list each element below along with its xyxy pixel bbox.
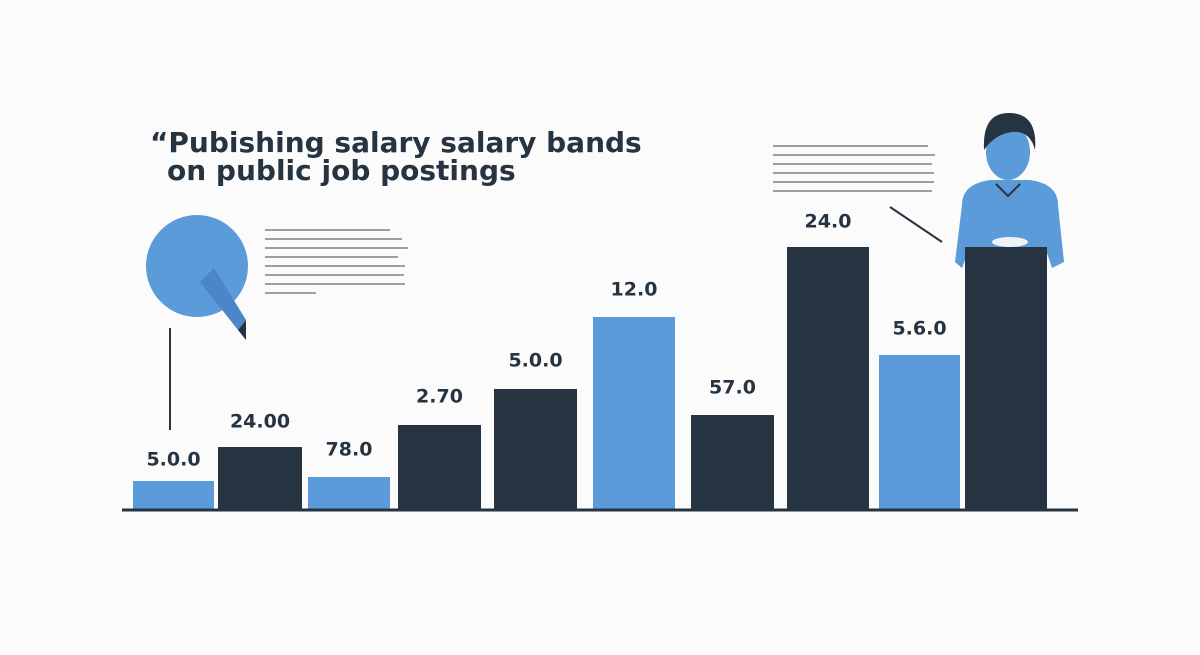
bars: 5.0.0 24.00 78.0 2.70 5.0.0 12.0 57.0 24.0 5.6.0 <box>133 211 1047 510</box>
bar <box>593 317 675 510</box>
bar <box>787 247 869 510</box>
bar <box>965 247 1047 510</box>
bar-label: 12.0 <box>611 279 658 301</box>
bar <box>879 355 960 510</box>
pointer-line <box>889 206 943 243</box>
bar-label: 24.00 <box>230 411 290 433</box>
bar <box>494 389 577 510</box>
illegible-text-block <box>265 229 408 294</box>
bar <box>691 415 774 510</box>
bar-label: 2.70 <box>416 386 463 408</box>
bar-label: 57.0 <box>709 377 756 399</box>
bar <box>308 477 390 510</box>
bar-label: 5.0.0 <box>508 350 562 372</box>
bar-label: 5.6.0 <box>892 318 946 340</box>
illegible-text-block <box>773 145 935 192</box>
bar <box>218 447 302 510</box>
person-illustration <box>955 112 1064 268</box>
title-line: “Pubishing salary salary bands <box>150 126 642 159</box>
title-line: on public job postings <box>167 154 516 187</box>
bar <box>398 425 481 510</box>
bar-label: 78.0 <box>326 439 373 461</box>
bar-label: 5.0.0 <box>146 449 200 471</box>
bar-label: 24.0 <box>805 211 852 233</box>
bar <box>133 481 214 510</box>
pen-illustration <box>146 215 248 430</box>
